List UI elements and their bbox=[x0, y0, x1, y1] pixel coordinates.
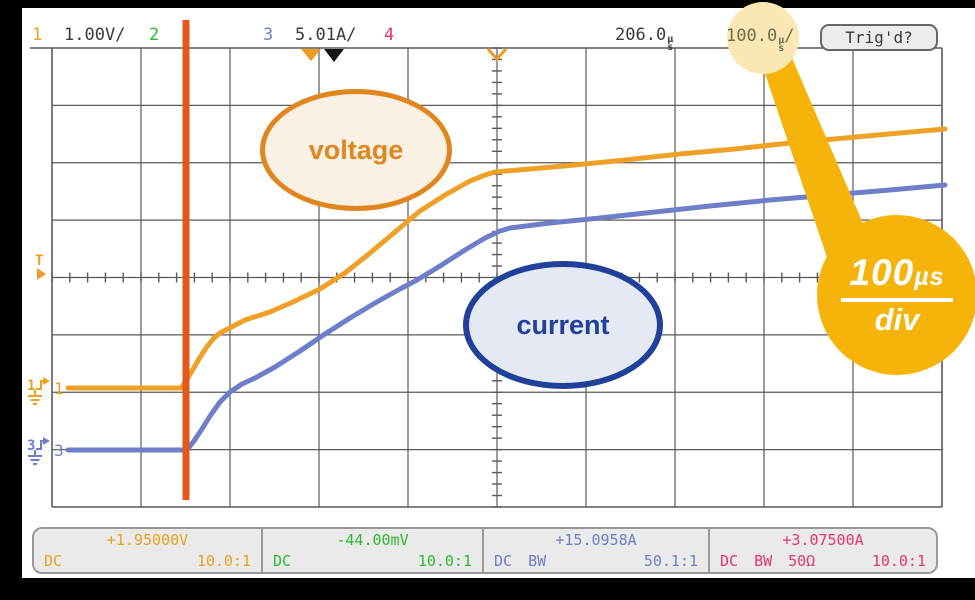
probe-ratio-label: 10.0:1 bbox=[196, 552, 251, 570]
ground-icon bbox=[28, 450, 42, 465]
bandwidth-label: BW bbox=[528, 552, 547, 570]
rising-edge-arrow-icon bbox=[43, 437, 50, 445]
measurement-ch3: +15.0958A DC BW 50.1:1 bbox=[484, 529, 710, 572]
voltage-callout-label: voltage bbox=[308, 134, 404, 165]
bandwidth-label: BW bbox=[754, 552, 773, 570]
coupling-label: DC bbox=[273, 552, 292, 570]
coupling-label: DC bbox=[494, 552, 513, 570]
coupling-label: DC bbox=[44, 552, 63, 570]
trigger-time-marker-icon[interactable] bbox=[324, 49, 344, 62]
center-time-marker-icon[interactable] bbox=[486, 47, 508, 62]
badge-divider bbox=[841, 297, 953, 302]
ch1-trace-label: 1 bbox=[54, 379, 64, 398]
measurement-ch2: -44.00mV DC 10.0:1 bbox=[263, 529, 484, 572]
ch3-scale[interactable]: 5.01A/ bbox=[295, 25, 357, 45]
rising-edge-icon bbox=[36, 380, 44, 390]
current-callout-label: current bbox=[516, 309, 610, 340]
trigger-status-button[interactable]: Trig'd? bbox=[820, 24, 938, 51]
measurement-panel: +1.95000V DC 10.0:1 -44.00mV DC 10.0:1 +… bbox=[32, 527, 938, 574]
ch3-marker[interactable]: 3 bbox=[26, 436, 52, 468]
trigger-level-arrow-icon[interactable] bbox=[37, 268, 46, 280]
trigger-level-label: T bbox=[35, 253, 44, 269]
badge-numerator: 100µs bbox=[849, 251, 945, 293]
rising-edge-icon bbox=[36, 440, 44, 450]
ch1-scale[interactable]: 1.00V/ bbox=[64, 25, 126, 45]
coupling-label: DC bbox=[720, 552, 739, 570]
ch3-trace-label: 3 bbox=[54, 441, 64, 460]
timebase-badge: 100µs div bbox=[817, 215, 975, 375]
voltage-callout: voltage bbox=[260, 89, 452, 211]
measurement-ch4: +3.07500A DC BW 50Ω 10.0:1 bbox=[710, 529, 936, 572]
time-reference-marker-icon[interactable] bbox=[301, 49, 321, 61]
ch4-number[interactable]: 4 bbox=[384, 25, 395, 45]
delay-readout: 206.0 µ s bbox=[615, 25, 674, 53]
probe-ratio-label: 50.1:1 bbox=[643, 552, 698, 570]
impedance-label: 50Ω bbox=[788, 552, 816, 570]
rising-edge-arrow-icon bbox=[43, 377, 50, 385]
ch4-measurement-value: +3.07500A bbox=[782, 531, 864, 549]
current-callout: current bbox=[463, 261, 663, 389]
ch2-number[interactable]: 2 bbox=[149, 25, 160, 45]
measurement-ch1: +1.95000V DC 10.0:1 bbox=[34, 529, 263, 572]
ch3-number[interactable]: 3 bbox=[263, 25, 274, 45]
timebase-readout: 100.0 µ s / bbox=[726, 26, 795, 54]
current-trace bbox=[65, 182, 948, 453]
ch2-measurement-value: -44.00mV bbox=[336, 531, 409, 549]
probe-ratio-label: 10.0:1 bbox=[871, 552, 926, 570]
ch1-measurement-value: +1.95000V bbox=[106, 531, 189, 549]
ch1-marker[interactable]: 1 bbox=[26, 376, 52, 408]
ground-icon bbox=[28, 390, 42, 405]
ch1-number[interactable]: 1 bbox=[32, 25, 43, 45]
voltage-trace bbox=[65, 126, 948, 391]
trigger-position-line[interactable] bbox=[182, 20, 190, 500]
ch1-marker-number: 1 bbox=[27, 378, 35, 394]
ch3-marker-number: 3 bbox=[27, 438, 35, 454]
probe-ratio-label: 10.0:1 bbox=[417, 552, 472, 570]
ch3-measurement-value: +15.0958A bbox=[555, 531, 637, 549]
badge-pointer bbox=[757, 44, 877, 272]
badge-denominator: div bbox=[874, 301, 920, 337]
timebase-highlight-circle bbox=[727, 2, 799, 74]
